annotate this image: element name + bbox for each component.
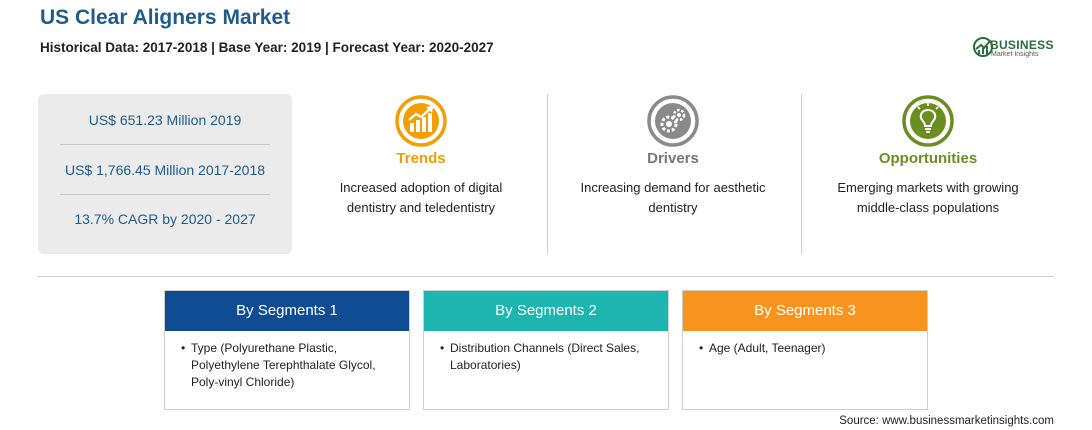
stat-divider — [60, 194, 270, 195]
market-stats-panel: US$ 651.23 Million 2019 US$ 1,766.45 Mil… — [38, 94, 292, 254]
trends-title: Trends — [396, 150, 446, 167]
segment-1-header: By Segments 1 — [165, 291, 409, 331]
brand-logo: BUSINESS Market Insights — [972, 36, 1062, 62]
stat-divider — [60, 144, 270, 145]
stat-market-size-2019: US$ 651.23 Million 2019 — [88, 112, 242, 128]
logo-globe-icon — [973, 37, 993, 57]
trends-text: Increased adoption of digital dentistry … — [339, 180, 503, 215]
opportunities-title: Opportunities — [878, 150, 978, 167]
segment-2-header: By Segments 2 — [424, 291, 668, 331]
segment-3-header: By Segments 3 — [683, 291, 927, 331]
page-title: US Clear Aligners Market — [40, 6, 291, 29]
drivers-text: Increasing demand for aesthetic dentistr… — [580, 180, 766, 215]
drivers-column: Drivers Increasing demand for aesthetic … — [548, 94, 798, 254]
logo-text-tagline: Market Insights — [991, 51, 1039, 58]
source-citation: Source: www.businessmarketinsights.com — [839, 415, 1054, 427]
segment-1-item: Type (Polyurethane Plastic, Polyethylene… — [181, 340, 399, 391]
trends-column: Trends Increased adoption of digital den… — [296, 94, 546, 254]
logo-text-business: BUSINESS — [990, 38, 1054, 52]
page-subtitle: Historical Data: 2017-2018 | Base Year: … — [40, 40, 494, 55]
lightbulb-icon — [901, 94, 955, 148]
stat-cagr: 13.7% CAGR by 2020 - 2027 — [74, 211, 256, 227]
segment-card-2: By Segments 2 Distribution Channels (Dir… — [423, 290, 669, 410]
gears-icon — [646, 94, 700, 148]
segment-2-item: Distribution Channels (Direct Sales, Lab… — [440, 340, 658, 374]
segment-3-item: Age (Adult, Teenager) — [699, 340, 917, 357]
column-divider — [547, 94, 548, 254]
stat-historical-value: US$ 1,766.45 Million 2017-2018 — [64, 162, 266, 178]
drivers-title: Drivers — [647, 150, 699, 167]
column-divider — [801, 94, 802, 254]
segment-card-1: By Segments 1 Type (Polyurethane Plastic… — [164, 290, 410, 410]
opportunities-column: Opportunities Emerging markets with grow… — [803, 94, 1053, 254]
segment-card-3: By Segments 3 Age (Adult, Teenager) — [682, 290, 928, 410]
trend-chart-icon — [394, 94, 448, 148]
opportunities-text: Emerging markets with growing middle-cla… — [837, 180, 1019, 215]
section-divider — [38, 276, 1054, 277]
